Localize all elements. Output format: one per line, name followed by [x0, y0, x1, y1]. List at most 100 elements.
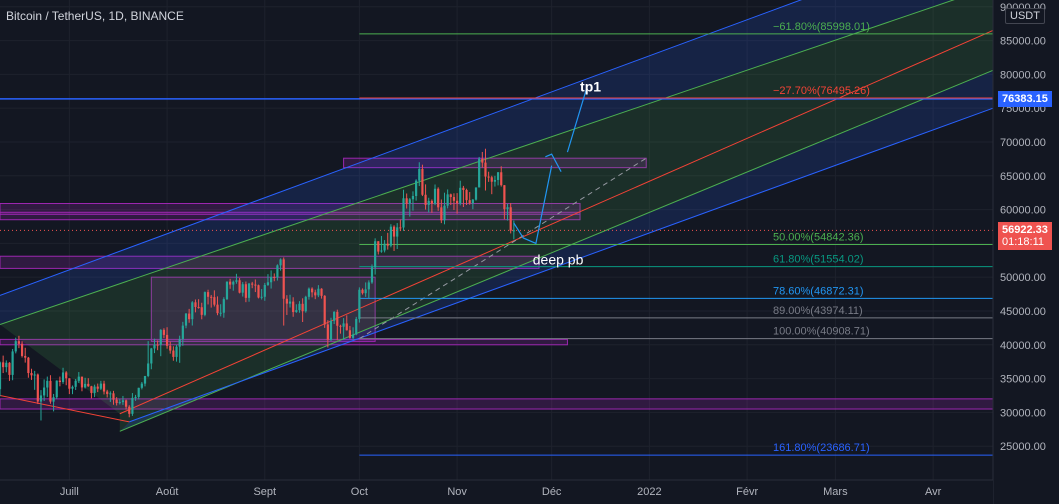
deep-pb-arrow [513, 165, 553, 245]
candle-body [392, 226, 396, 237]
candle-body [58, 380, 61, 383]
candle-body [206, 292, 210, 297]
y-tick-label: 35000.00 [1000, 374, 1046, 386]
fib-level-label: 161.80%(23686.71) [773, 442, 870, 454]
candle-body [8, 362, 11, 375]
tp1-arrow [566, 89, 587, 153]
candle-body [430, 200, 433, 204]
candle-body [254, 284, 257, 286]
zone-rectangle [343, 157, 647, 169]
candle-body [102, 383, 106, 392]
candle-body [156, 344, 159, 346]
candle-body [184, 313, 188, 326]
candle-body [282, 259, 285, 299]
candle-body [213, 297, 216, 305]
candle-body [506, 207, 509, 210]
candle-body [131, 397, 134, 414]
currency-label[interactable]: USDT [1005, 8, 1045, 24]
candle-body [288, 301, 292, 304]
candle-body [175, 346, 178, 357]
candle-body [43, 387, 46, 396]
candle-body [383, 243, 386, 251]
time-axis-background [0, 480, 993, 504]
candle-body [424, 194, 427, 205]
candle-body [153, 344, 156, 349]
candle-body [380, 250, 383, 252]
candle-body [191, 302, 194, 320]
candle-body [30, 373, 33, 376]
candles-layer [0, 148, 993, 421]
candle-body [5, 362, 8, 368]
candle-body [298, 303, 301, 311]
candle-body [159, 329, 162, 345]
candle-body [509, 207, 512, 231]
candle-body [496, 172, 500, 180]
candle-body [358, 289, 361, 319]
x-tick-label: Juill [60, 486, 79, 498]
x-tick-label: Févr [736, 486, 758, 498]
candle-body [345, 323, 348, 331]
candle-body [143, 376, 147, 384]
x-tick-label: Août [156, 486, 179, 498]
fib-level-label: 89.00%(43974.11) [773, 305, 863, 317]
candle-body [200, 307, 203, 315]
candle-body [307, 288, 311, 297]
candle-body [118, 402, 121, 404]
y-tick-label: 50000.00 [1000, 272, 1046, 284]
current-price-badge: 56922.33 01:18:11 [998, 222, 1052, 251]
pitchfork-line-upper [0, 0, 803, 296]
candle-body [188, 313, 191, 320]
candle-body [408, 199, 411, 204]
candle-body [295, 310, 298, 313]
candle-body [99, 383, 102, 389]
fib-level-label: 50.00%(54842.36) [773, 231, 864, 243]
candle-body [310, 288, 314, 293]
y-tick-label: 45000.00 [1000, 306, 1046, 318]
candle-body [273, 277, 276, 279]
candle-body [121, 400, 125, 403]
candle-body [203, 292, 207, 315]
x-tick-label: Sept [253, 486, 276, 498]
candle-body [263, 284, 266, 297]
candle-body [304, 296, 307, 312]
candle-body [351, 334, 355, 338]
candle-body [481, 158, 484, 163]
candle-body [247, 283, 251, 298]
candle-body [46, 380, 49, 388]
x-tick-label: 2022 [637, 486, 661, 498]
candle-body [336, 311, 339, 326]
candle-body [222, 299, 225, 313]
candle-body [71, 386, 74, 389]
candle-body [326, 324, 329, 340]
candle-body [68, 378, 71, 389]
candle-body [96, 386, 99, 389]
candle-body [512, 230, 515, 232]
candle-body [266, 282, 270, 285]
candle-body [446, 194, 449, 206]
candle-body [285, 298, 288, 304]
candle-body [433, 188, 437, 204]
candle-body [402, 198, 405, 228]
candle-body [364, 289, 367, 294]
candle-body [106, 391, 109, 394]
candle-body [329, 320, 333, 340]
candle-body [14, 341, 17, 352]
candle-body [399, 227, 402, 229]
candle-body [333, 311, 336, 321]
symbol-title[interactable]: Bitcoin / TetherUS, 1D, BINANCE [6, 9, 184, 23]
candle-body [251, 283, 254, 285]
candle-body [421, 169, 424, 195]
candle-body [389, 226, 392, 246]
candle-body [229, 281, 232, 285]
price-axis-background [993, 0, 1059, 504]
candle-body [169, 345, 172, 351]
candle-body [140, 383, 143, 388]
x-tick-label: Nov [447, 486, 467, 498]
annotation-deep-pb: deep pb [533, 251, 584, 267]
candle-body [370, 267, 374, 283]
candle-body [323, 295, 326, 325]
fib-level-label: 100.00%(40908.71) [773, 326, 870, 338]
candle-body [361, 289, 364, 294]
current-price-value: 56922.33 [1002, 224, 1048, 237]
